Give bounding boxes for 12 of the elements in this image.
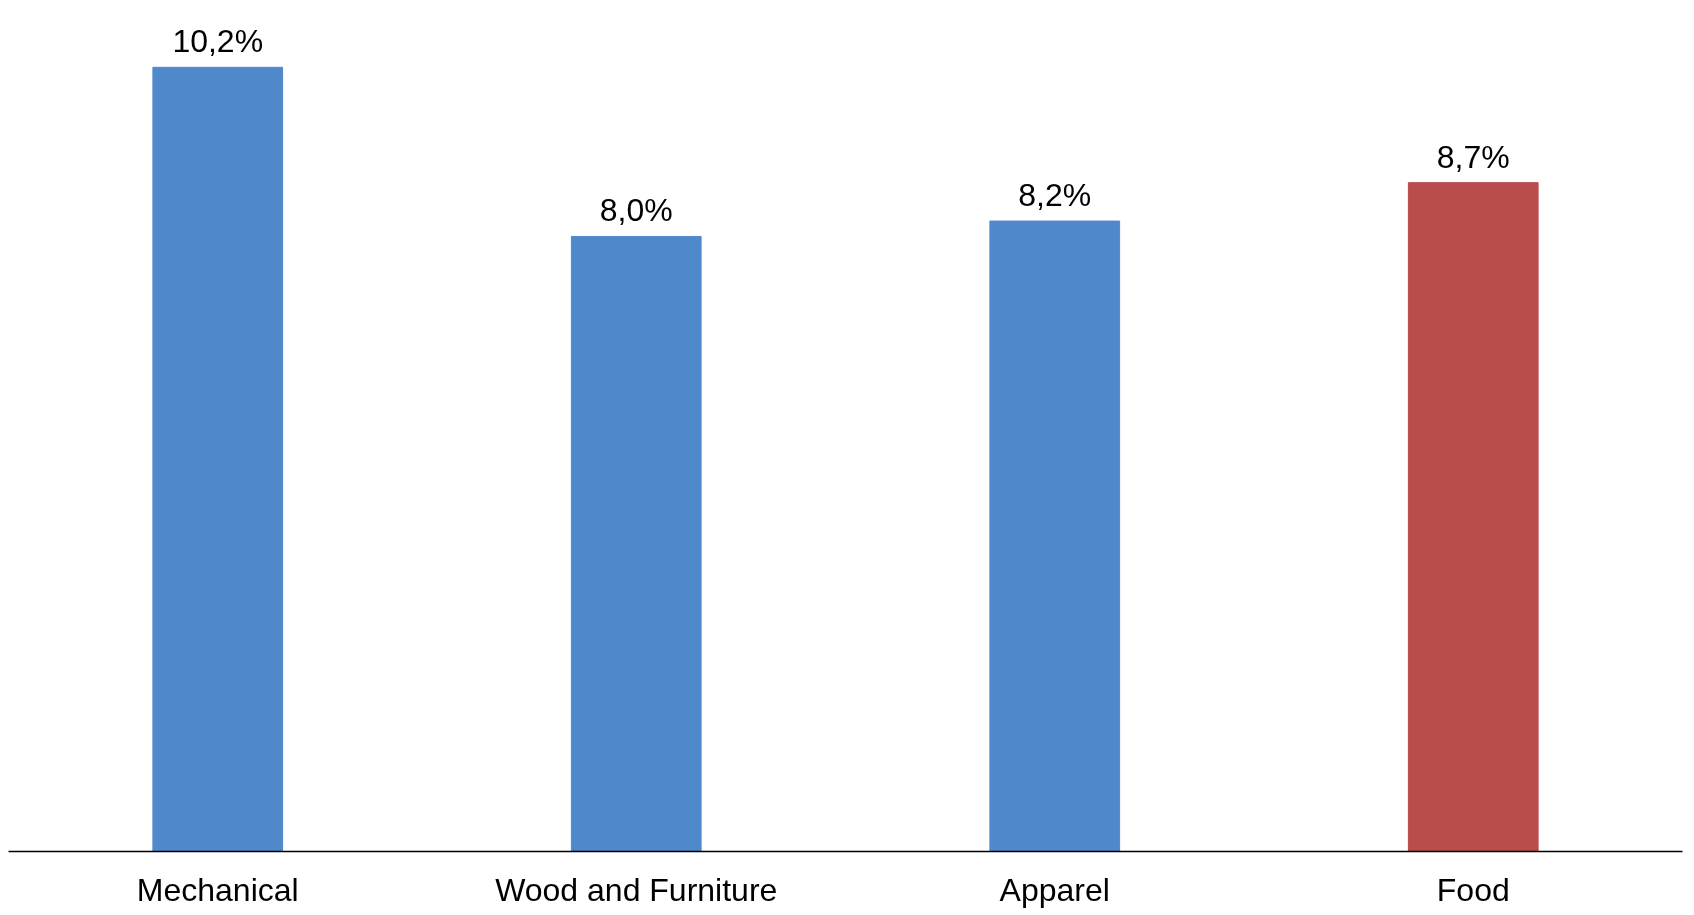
bar: [1407, 182, 1539, 852]
x-tick-label: Wood and Furniture: [495, 871, 778, 908]
data-label: 8,0%: [599, 192, 673, 229]
x-tick-label: Mechanical: [136, 871, 299, 908]
data-label: 8,2%: [1018, 177, 1092, 214]
bar: [570, 235, 702, 852]
data-label: 8,7%: [1436, 138, 1510, 175]
x-tick-label: Apparel: [999, 871, 1110, 908]
x-tick-label: Food: [1436, 871, 1510, 908]
data-label: 10,2%: [172, 23, 264, 60]
bar: [152, 66, 284, 852]
bar: [989, 220, 1121, 852]
